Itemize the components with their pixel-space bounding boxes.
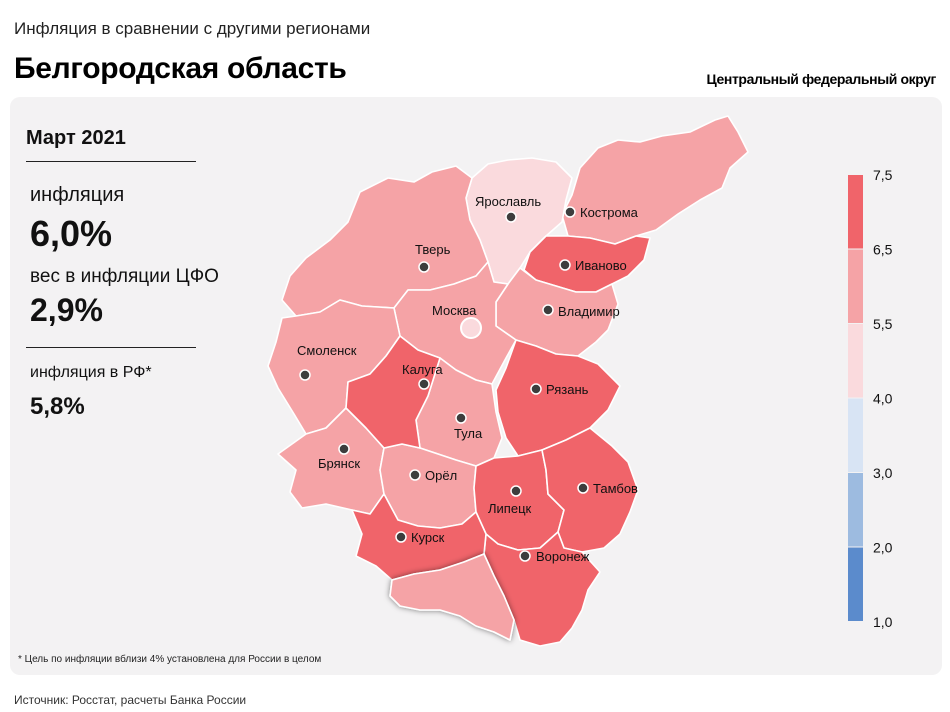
- city-label-bryansk: Брянск: [318, 456, 360, 471]
- city-marker-vladimir: [542, 304, 554, 316]
- legend-swatch: [848, 175, 863, 249]
- divider: [26, 161, 196, 162]
- city-marker-voronezh: [519, 550, 531, 562]
- city-marker-kostroma: [564, 206, 576, 218]
- chart-subtitle: Инфляция в сравнении с другими регионами: [14, 19, 371, 38]
- legend: 7,5 6,5 5,5 4,0 3,0 2,0 1,0: [848, 167, 893, 630]
- district-label: Центральный федеральный округ: [706, 71, 937, 87]
- city-label-ryazan: Рязань: [546, 382, 589, 397]
- weight-label: вес в инфляции ЦФО: [30, 266, 219, 287]
- rf-inflation-label: инфляция в РФ*: [30, 364, 152, 381]
- city-marker-kaluga: [418, 378, 430, 390]
- source-note: Источник: Росстат, расчеты Банка России: [14, 693, 247, 707]
- rf-inflation-value: 5,8%: [30, 393, 85, 420]
- city-marker-moscow: [460, 317, 482, 339]
- legend-tick-label: 5,5: [873, 316, 893, 332]
- legend-tick-label: 1,0: [873, 614, 893, 630]
- city-marker-smolensk: [299, 369, 311, 381]
- city-label-lipetsk: Липецк: [488, 501, 532, 516]
- city-marker-orel: [409, 469, 421, 481]
- city-label-moscow: Москва: [432, 303, 477, 318]
- legend-swatch: [848, 324, 863, 398]
- inflation-value: 6,0%: [30, 213, 113, 254]
- city-marker-ryazan: [530, 383, 542, 395]
- region-tambov[interactable]: [541, 427, 639, 553]
- region-kostroma[interactable]: [561, 115, 749, 245]
- legend-tick-label: 3,0: [873, 465, 893, 481]
- city-marker-lipetsk: [510, 485, 522, 497]
- legend-swatch: [848, 398, 863, 472]
- city-marker-ivanovo: [559, 259, 571, 271]
- legend-swatch: [848, 249, 863, 323]
- footnote: * Цель по инфляции вблизи 4% установлена…: [18, 654, 322, 665]
- city-label-tambov: Тамбов: [593, 481, 638, 496]
- divider: [26, 347, 196, 348]
- weight-value: 2,9%: [30, 292, 103, 328]
- region-kursk[interactable]: [351, 493, 487, 581]
- city-label-kursk: Курск: [411, 530, 445, 545]
- city-label-tula: Тула: [454, 426, 483, 441]
- legend-swatch: [848, 473, 863, 547]
- region-title: Белгородская область: [14, 52, 347, 85]
- city-label-smolensk: Смоленск: [297, 343, 357, 358]
- city-label-tver: Тверь: [415, 242, 451, 257]
- city-marker-bryansk: [338, 443, 350, 455]
- city-marker-tambov: [577, 482, 589, 494]
- city-marker-yaroslavl: [505, 211, 517, 223]
- city-label-vladimir: Владимир: [558, 304, 620, 319]
- legend-swatch: [848, 547, 863, 621]
- city-marker-kursk: [395, 531, 407, 543]
- city-label-orel: Орёл: [425, 468, 457, 483]
- region-belgorod[interactable]: [389, 553, 515, 641]
- city-label-voronezh: Воронеж: [536, 549, 590, 564]
- city-label-kostroma: Кострома: [580, 205, 639, 220]
- city-marker-tver: [418, 261, 430, 273]
- city-label-kaluga: Калуга: [402, 362, 443, 377]
- legend-tick-label: 7,5: [873, 167, 893, 183]
- inflation-label: инфляция: [30, 184, 125, 206]
- legend-tick-label: 4,0: [873, 391, 893, 407]
- city-label-yaroslavl: Ярославль: [475, 194, 541, 209]
- legend-tick-label: 2,0: [873, 540, 893, 556]
- region-kaluga[interactable]: [345, 335, 441, 449]
- period-label: Март 2021: [26, 127, 126, 149]
- city-marker-tula: [455, 412, 467, 424]
- legend-tick-label: 6,5: [873, 242, 893, 258]
- city-label-ivanovo: Иваново: [575, 258, 627, 273]
